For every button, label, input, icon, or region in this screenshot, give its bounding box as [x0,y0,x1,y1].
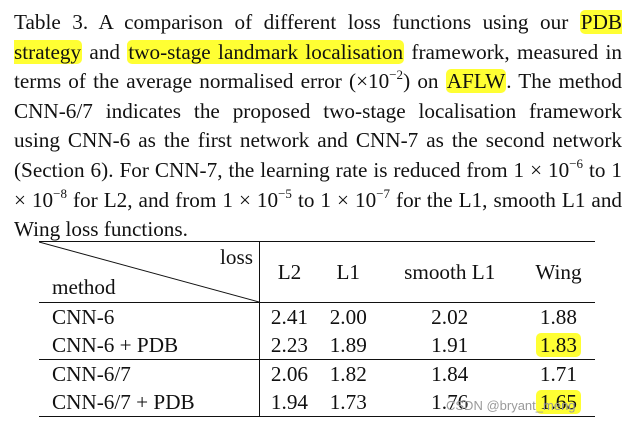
corner-cell: loss method [39,241,260,303]
caption-text: to 1 × 10 [14,157,622,212]
cell-value: 1.82 [318,359,378,388]
highlight-two-stage: two-stage landmark localisation [127,39,405,64]
table-row: CNN-6/7 2.06 1.82 1.84 1.71 [39,359,595,388]
column-header-smooth-l1: smooth L1 [404,260,496,284]
caption-text: ) on [403,69,446,94]
caption-text: Table 3. A comparison of different loss … [14,10,580,34]
column-header-l2: L2 [277,260,302,284]
caption-text: to 1 × 10 [291,187,377,212]
cell-value: 2.06 [259,359,319,388]
results-table-wrap: loss method L2 L1 smooth L1 Wing CNN-6 2… [39,241,595,417]
highlight-best-value: 1.65 [535,390,581,414]
caption-text: . The method CNN-6/7 indicates the propo… [14,69,623,182]
cell-value: 1.89 [329,333,367,357]
highlight-aflw: AFLW [445,69,507,94]
table-row: CNN-6 + PDB 2.23 1.89 1.91 1.83 [39,331,595,360]
cell-value: 1.91 [431,333,469,357]
cell-value: 2.41 [259,302,319,331]
cell-value: 2.00 [318,302,378,331]
caption-text: for L2, and from 1 × 10 [67,187,279,212]
table-row: CNN-6/7 + PDB 1.94 1.73 1.76 1.65 [39,388,595,417]
column-header-wing: Wing [535,260,582,284]
exponent: −8 [53,185,67,201]
row-method: CNN-6 + PDB [39,331,260,360]
cell-value: 1.84 [377,359,522,388]
cell-value: 1.73 [318,388,378,417]
caption-text: framework, measured in terms of the aver… [14,39,622,94]
cell-value-highlighted: 1.83 [522,331,595,360]
caption-text: and [82,39,128,64]
corner-method-label: method [52,275,116,299]
row-method: CNN-6/7 + PDB [39,388,260,417]
exponent: −2 [389,67,404,83]
cell-value-highlighted: 1.65 [521,388,595,417]
highlight-best-value: 1.83 [535,333,581,357]
exponent: −7 [376,185,391,201]
row-method: CNN-6/7 [39,359,260,388]
column-header-l1: L1 [336,260,361,284]
diagonal-line [39,242,259,302]
cell-value: 2.02 [377,302,522,331]
cell-value: 1.76 [377,388,522,417]
results-table: loss method L2 L1 smooth L1 Wing CNN-6 2… [39,241,595,417]
table-row: CNN-6 2.41 2.00 2.02 1.88 [39,302,595,331]
corner-loss-label: loss [220,245,253,269]
cell-value: 1.88 [521,302,595,331]
cell-value: 1.94 [259,388,319,417]
cell-value: 1.71 [521,359,595,388]
table-caption: Table 3. A comparison of different loss … [14,8,622,245]
header-row: loss method L2 L1 smooth L1 Wing [39,241,595,303]
exponent: −6 [569,155,584,171]
watermark: CSDN @bryant_meng [446,398,576,413]
exponent: −5 [278,185,292,201]
caption-text: for the L1, smooth L1 and Wing loss func… [14,187,623,242]
cell-value: 2.23 [270,333,308,357]
row-method: CNN-6 [39,302,260,331]
